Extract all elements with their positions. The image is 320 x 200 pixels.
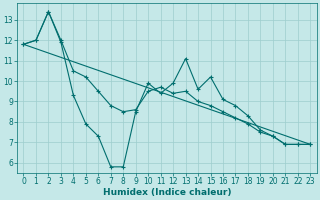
X-axis label: Humidex (Indice chaleur): Humidex (Indice chaleur) xyxy=(103,188,231,197)
